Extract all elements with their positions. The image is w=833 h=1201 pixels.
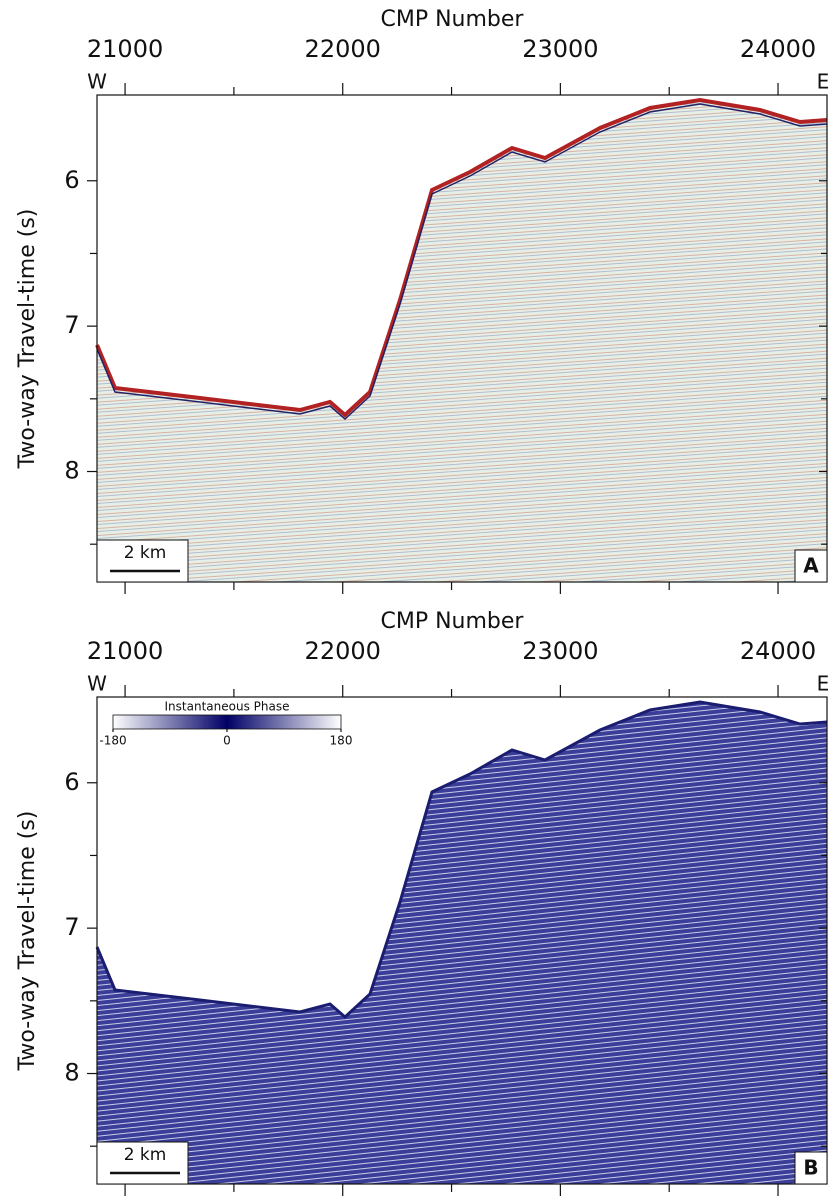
y-tick-label: 8: [64, 457, 79, 485]
x-tick-label: 23000: [522, 637, 598, 665]
colorbar: [112, 714, 342, 730]
scale-bar-box: [96, 1141, 189, 1185]
scale-bar-label: 2 km: [124, 1145, 167, 1165]
y-tick-label: 7: [64, 913, 79, 941]
colorbar-title: Instantaneous Phase: [165, 700, 290, 714]
x-tick-label: 24000: [740, 637, 816, 665]
y-tick-label: 7: [64, 311, 79, 339]
seismic-image: [95, 697, 829, 1184]
x-tick-label: 22000: [305, 35, 381, 63]
seismic-image: [95, 95, 829, 582]
plot-frame: [96, 696, 828, 1185]
x-tick-label: 24000: [740, 35, 816, 63]
x-axis-title: CMP Number: [381, 609, 525, 634]
x-axis-title: CMP Number: [381, 7, 525, 32]
colorbar-tick-label: 180: [330, 734, 353, 748]
east-label: E: [817, 672, 830, 696]
y-tick-label: 6: [64, 166, 79, 194]
x-tick-label: 23000: [522, 35, 598, 63]
colorbar-tick-label: 0: [223, 734, 231, 748]
x-tick-label: 21000: [87, 35, 163, 63]
plot-frame: [96, 94, 828, 583]
west-label: W: [87, 70, 107, 94]
y-tick-label: 6: [64, 768, 79, 796]
panel-label-box: [794, 549, 828, 583]
panel-label: B: [803, 1156, 818, 1180]
panel-label-box: [794, 1151, 828, 1185]
east-label: E: [817, 70, 830, 94]
y-axis-title: Two-way Travel-time (s): [15, 811, 40, 1072]
colorbar-tick-label: -180: [99, 734, 126, 748]
y-axis-title: Two-way Travel-time (s): [15, 209, 40, 470]
x-tick-label: 22000: [305, 637, 381, 665]
y-tick-label: 8: [64, 1059, 79, 1087]
x-tick-label: 21000: [87, 637, 163, 665]
scale-bar-box: [96, 539, 189, 583]
panel-label: A: [803, 554, 819, 578]
scale-bar-label: 2 km: [124, 543, 167, 563]
west-label: W: [87, 672, 107, 696]
